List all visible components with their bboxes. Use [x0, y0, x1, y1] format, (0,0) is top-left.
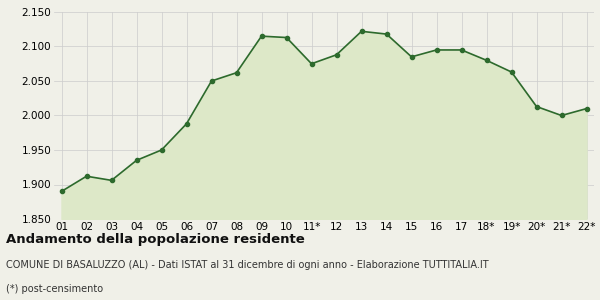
- Text: COMUNE DI BASALUZZO (AL) - Dati ISTAT al 31 dicembre di ogni anno - Elaborazione: COMUNE DI BASALUZZO (AL) - Dati ISTAT al…: [6, 260, 488, 269]
- Text: Andamento della popolazione residente: Andamento della popolazione residente: [6, 232, 305, 245]
- Text: (*) post-censimento: (*) post-censimento: [6, 284, 103, 293]
